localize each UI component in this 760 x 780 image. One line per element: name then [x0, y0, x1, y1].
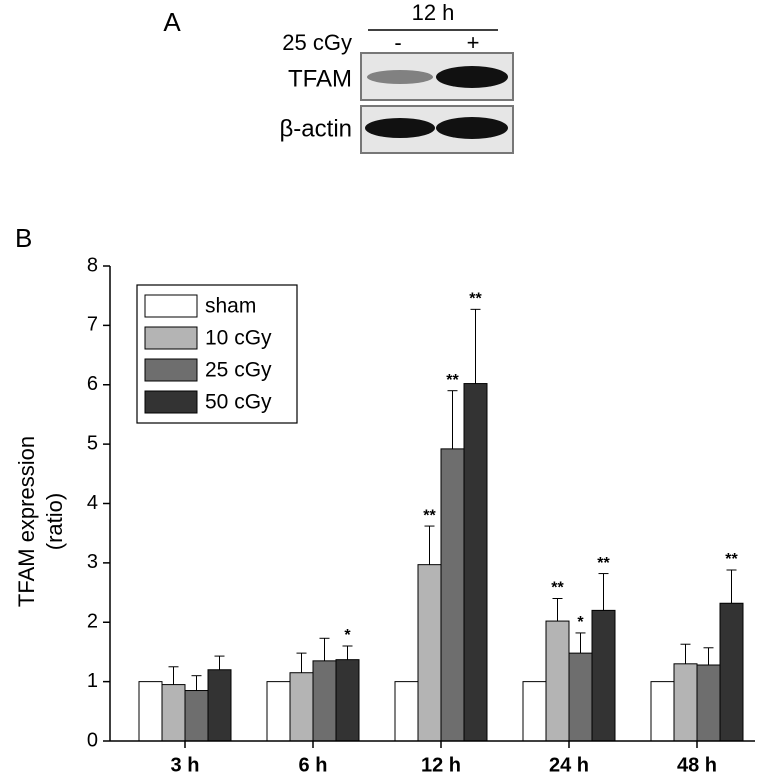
legend-box	[136, 284, 298, 424]
significance-label: **	[725, 551, 738, 568]
legend-swatch	[144, 358, 198, 382]
blot-band	[436, 66, 508, 88]
y-axis-label: (ratio)	[42, 493, 67, 550]
legend-label: sham	[205, 295, 256, 318]
significance-label: **	[446, 372, 459, 389]
significance-label: **	[469, 291, 482, 308]
x-tick-label: 24 h	[549, 754, 589, 776]
bar	[696, 664, 721, 742]
y-tick-label: 4	[87, 492, 98, 514]
significance-label: **	[551, 580, 564, 597]
error-bar	[191, 675, 202, 691]
y-tick-label: 8	[87, 254, 98, 276]
legend-swatch	[144, 326, 198, 350]
bar	[417, 564, 442, 742]
bar	[138, 681, 163, 742]
error-bar	[598, 573, 609, 611]
bar	[266, 681, 291, 742]
significance-label: *	[577, 614, 584, 631]
bar	[673, 663, 698, 742]
y-axis-label: TFAM expression	[14, 436, 39, 607]
x-tick-label: 48 h	[677, 754, 717, 776]
bar	[335, 659, 360, 742]
error-bar	[319, 637, 330, 661]
bar	[545, 620, 570, 742]
significance-label: **	[597, 555, 610, 572]
bar	[440, 448, 465, 742]
bar	[394, 681, 419, 742]
legend-label: 50 cGy	[205, 391, 272, 414]
y-tick-label: 1	[87, 670, 98, 692]
error-bar	[703, 647, 714, 665]
blot-dose: 25 cGy	[282, 30, 352, 55]
error-bar	[447, 390, 458, 449]
significance-label: *	[344, 627, 351, 644]
significance-label: **	[423, 507, 436, 524]
bar	[463, 383, 488, 742]
y-tick-label: 6	[87, 373, 98, 395]
blot-row-label: TFAM	[288, 65, 352, 92]
legend-swatch	[144, 294, 198, 318]
bar	[591, 609, 616, 742]
error-bar	[296, 652, 307, 673]
bar	[312, 660, 337, 742]
blot-row-label: β-actin	[280, 115, 353, 142]
legend-label: 25 cGy	[205, 359, 272, 382]
blot-band	[367, 70, 433, 84]
blot-band	[365, 118, 435, 138]
blot-time: 12 h	[412, 0, 455, 25]
bar	[161, 684, 186, 742]
error-bar	[552, 598, 563, 622]
error-bar	[424, 525, 435, 565]
panel-label: A	[163, 7, 181, 37]
y-tick-label: 5	[87, 432, 98, 454]
y-tick-label: 3	[87, 551, 98, 573]
bar	[719, 602, 744, 742]
blot-band	[436, 117, 508, 139]
y-tick-label: 0	[87, 729, 98, 751]
bar	[184, 690, 209, 742]
error-bar	[342, 645, 353, 660]
lane-label: -	[394, 30, 401, 55]
error-bar	[726, 569, 737, 604]
bar	[289, 672, 314, 742]
x-tick-label: 3 h	[171, 754, 200, 776]
bar	[650, 681, 675, 742]
error-bar	[470, 308, 481, 384]
error-bar	[680, 643, 691, 664]
legend-label: 10 cGy	[205, 327, 272, 350]
x-tick-label: 12 h	[421, 754, 461, 776]
error-bar	[168, 666, 179, 685]
error-bar	[575, 632, 586, 654]
y-tick-label: 7	[87, 314, 98, 336]
y-tick-label: 2	[87, 611, 98, 633]
legend-swatch	[144, 390, 198, 414]
panel-label: B	[15, 223, 32, 253]
bar	[568, 652, 593, 742]
lane-label: +	[467, 30, 480, 55]
bar	[207, 669, 232, 742]
bar	[522, 681, 547, 742]
x-tick-label: 6 h	[299, 754, 328, 776]
error-bar	[214, 655, 225, 670]
